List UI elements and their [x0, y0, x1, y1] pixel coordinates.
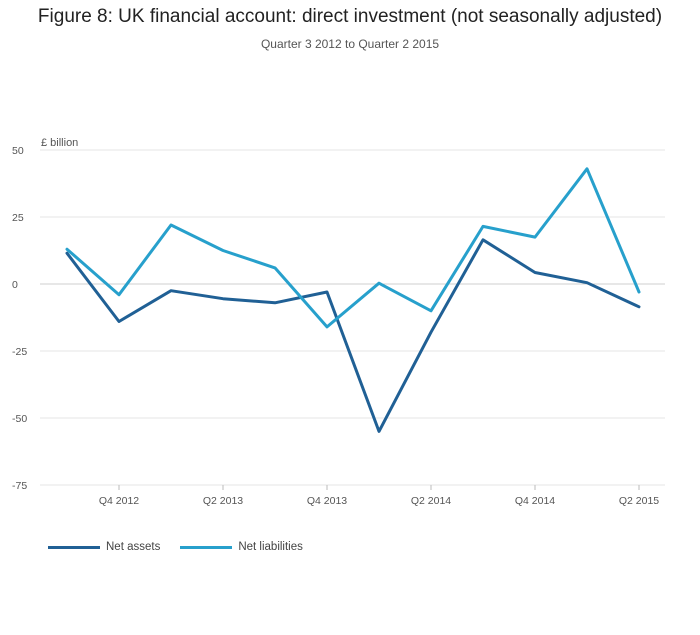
y-tick-label: 0 [12, 279, 18, 291]
y-tick-label: 25 [12, 212, 24, 224]
grid-layer [40, 149, 665, 486]
y-tick-label: -25 [12, 346, 27, 358]
legend-swatch-net-assets [48, 545, 100, 549]
series-layer [65, 167, 641, 433]
y-tick-label: 50 [12, 145, 24, 157]
x-tick-label: Q2 2014 [411, 495, 451, 507]
y-tick-label: -50 [12, 413, 27, 425]
series-line-net-liabilities [65, 167, 641, 329]
legend-label-net-assets: Net assets [106, 541, 161, 553]
x-tick-label: Q2 2015 [619, 495, 659, 507]
chart-subtitle: Quarter 3 2012 to Quarter 2 2015 [260, 37, 440, 51]
legend-item-net-assets: Net assets [48, 541, 160, 553]
y-unit-label: £ billion [41, 137, 78, 149]
legend-swatch-net-liabilities [180, 545, 233, 549]
legend: Net assets Net liabilities [48, 541, 323, 553]
chart-title: Figure 8: UK financial account: direct i… [37, 6, 663, 27]
x-tick-label: Q4 2013 [307, 495, 347, 507]
legend-label-net-liabilities: Net liabilities [238, 541, 303, 553]
x-tick-label: Q4 2012 [99, 495, 139, 507]
axis-layer: 50 25 0 -25 -50 -75 £ billion Q4 2012 Q2 2013 Q4 … [12, 137, 659, 507]
series-line-net-assets [65, 238, 641, 433]
y-tick-label: -75 [12, 480, 27, 492]
legend-item-net-liabilities: Net liabilities [180, 541, 303, 553]
x-tick-label: Q4 2014 [515, 495, 555, 507]
x-tick-label: Q2 2013 [203, 495, 243, 507]
